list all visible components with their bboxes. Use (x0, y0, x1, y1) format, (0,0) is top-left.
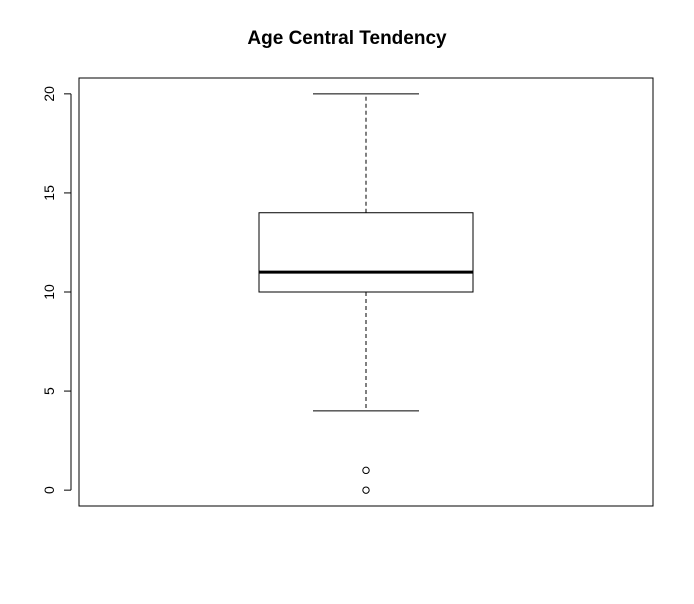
outlier-point-1 (362, 466, 370, 475)
iqr-box (258, 212, 474, 293)
y-tick-label-20: 20 (41, 86, 57, 102)
y-tick-label-0: 0 (41, 486, 57, 494)
y-tick-label-5: 5 (41, 387, 57, 395)
y-axis: 0 5 10 15 20 (41, 86, 72, 494)
chart-title: Age Central Tendency (247, 28, 447, 49)
y-tick-label-10: 10 (41, 284, 57, 300)
boxplot-marks (258, 93, 474, 494)
y-tick-label-15: 15 (41, 185, 57, 201)
plot-frame (78, 77, 654, 507)
outlier-point-0 (362, 486, 370, 494)
